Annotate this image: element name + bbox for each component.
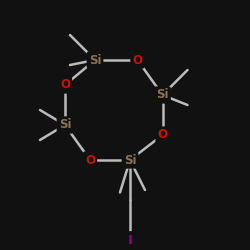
Text: Si: Si — [156, 88, 169, 102]
Text: O: O — [85, 154, 95, 166]
Text: I: I — [128, 234, 132, 246]
Text: Si: Si — [59, 118, 71, 132]
Text: O: O — [132, 54, 142, 66]
Text: Si: Si — [124, 154, 136, 166]
Text: O: O — [60, 78, 70, 92]
Text: O: O — [158, 128, 168, 141]
Text: Si: Si — [89, 54, 101, 66]
